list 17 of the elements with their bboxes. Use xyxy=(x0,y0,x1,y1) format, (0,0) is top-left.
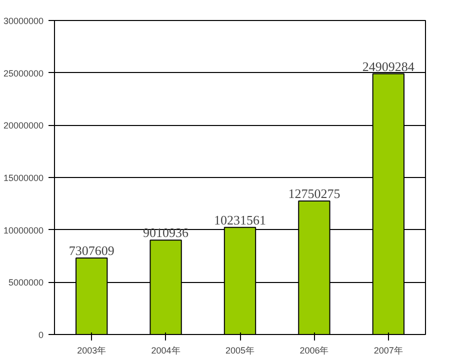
y-tick-label: 15000000 xyxy=(3,173,44,183)
data-label: 12750275 xyxy=(288,186,340,202)
x-tick-label: 2003年 xyxy=(77,346,106,356)
y-tick-label: 25000000 xyxy=(3,68,44,78)
x-tick-label: 2004年 xyxy=(151,346,180,356)
y-tick-label: 10000000 xyxy=(3,225,44,236)
y-tick-label: 20000000 xyxy=(3,120,44,131)
x-tick-label: 2007年 xyxy=(374,346,403,356)
x-tick-label: 2006年 xyxy=(300,346,329,356)
data-label: 7307609 xyxy=(68,243,114,258)
data-label: 24909284 xyxy=(362,58,415,74)
data-label: 10231561 xyxy=(214,212,266,228)
y-tick-label: 30000000 xyxy=(3,16,44,26)
data-label: 9010936 xyxy=(143,225,190,240)
x-tick-label: 2005年 xyxy=(225,346,255,356)
y-tick-label: 0 xyxy=(38,330,44,340)
y-tick-label: 5000000 xyxy=(8,278,44,288)
